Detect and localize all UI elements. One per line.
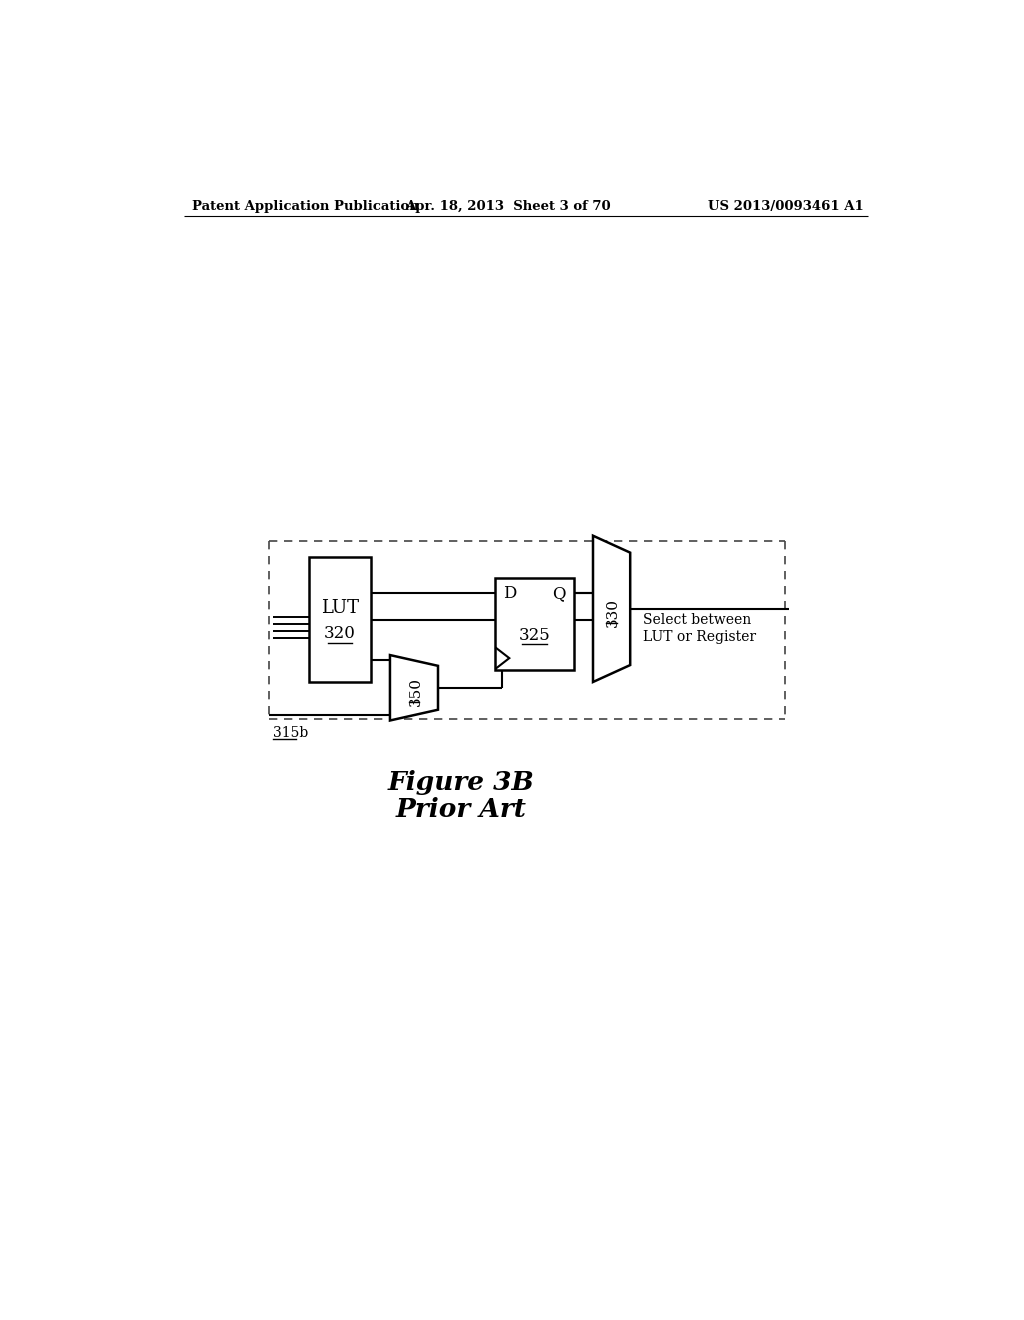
Text: 320: 320 <box>324 624 356 642</box>
Text: 330: 330 <box>606 598 621 627</box>
Polygon shape <box>390 655 438 721</box>
Text: 315b: 315b <box>273 726 308 739</box>
Text: US 2013/0093461 A1: US 2013/0093461 A1 <box>709 201 864 214</box>
Text: LUT or Register: LUT or Register <box>643 631 757 644</box>
Text: 350: 350 <box>409 677 423 706</box>
Text: Patent Application Publication: Patent Application Publication <box>191 201 418 214</box>
Text: Select between: Select between <box>643 614 752 627</box>
Text: D: D <box>503 585 516 602</box>
Text: Prior Art: Prior Art <box>396 796 526 821</box>
Text: Apr. 18, 2013  Sheet 3 of 70: Apr. 18, 2013 Sheet 3 of 70 <box>404 201 610 214</box>
Text: 325: 325 <box>518 627 550 644</box>
Text: LUT: LUT <box>321 599 359 616</box>
Bar <box>308 557 372 682</box>
Text: Figure 3B: Figure 3B <box>388 770 535 795</box>
Bar <box>496 578 573 671</box>
Polygon shape <box>593 536 630 682</box>
Text: Q: Q <box>552 585 566 602</box>
